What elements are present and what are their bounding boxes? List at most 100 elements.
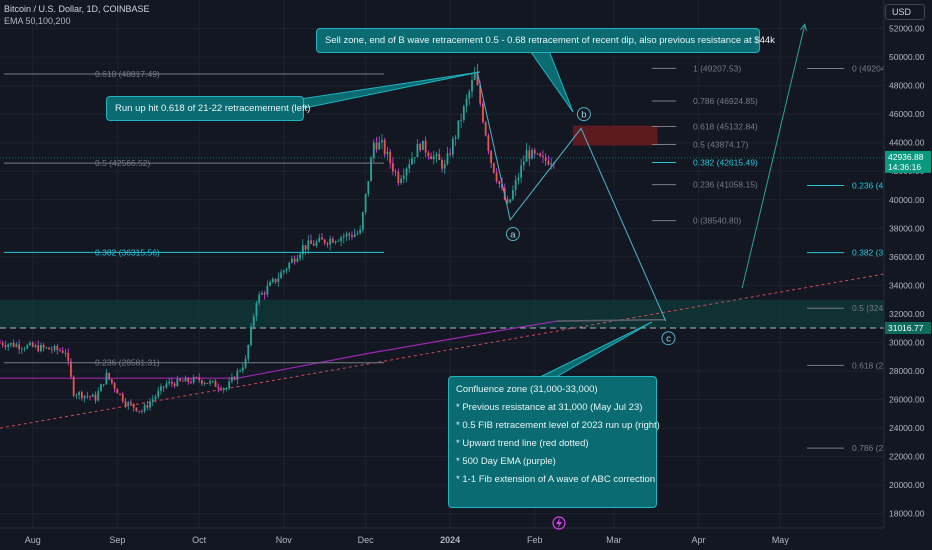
candle-body: [263, 292, 266, 295]
candle-body: [432, 156, 435, 160]
candle-body: [195, 377, 198, 379]
fib-mid-label: 0.5 (43874.17): [693, 139, 748, 149]
time-tick-label: Oct: [192, 535, 207, 545]
candle-body: [119, 393, 121, 395]
candle-body: [465, 98, 468, 107]
candle-body: [353, 234, 356, 237]
countdown-label: 14:36:16: [888, 162, 921, 172]
candle-body: [528, 150, 531, 159]
candle-body: [231, 377, 233, 382]
fib-mid-label: 1 (49207.53): [693, 63, 741, 73]
indicator-legend: EMA 50,100,200: [4, 16, 71, 26]
candle-body: [326, 243, 329, 245]
candle-body: [255, 303, 258, 317]
candle-body: [261, 292, 263, 295]
candle-body: [364, 193, 367, 213]
time-tick-label: Nov: [276, 535, 293, 545]
candle-body: [367, 181, 370, 194]
wave-label-b: b: [581, 110, 586, 121]
price-tick-label: 22000.00: [889, 452, 925, 462]
candle-body: [435, 154, 438, 157]
candle-body: [18, 344, 20, 350]
candle-body: [285, 268, 288, 271]
candle-body: [487, 135, 490, 151]
candle-body: [348, 233, 351, 236]
candle-body: [70, 361, 72, 377]
candle-body: [89, 396, 91, 398]
candle-body: [531, 149, 533, 159]
price-tick-label: 36000.00: [889, 252, 925, 262]
candle-body: [331, 238, 334, 243]
candle-body: [424, 140, 427, 153]
candle-body: [476, 71, 479, 85]
time-tick-label: Sep: [109, 535, 125, 545]
candle-body: [351, 235, 353, 237]
price-tick-label: 38000.00: [889, 223, 925, 233]
candle-body: [282, 270, 285, 273]
candle-body: [233, 377, 236, 380]
candle-body: [361, 212, 364, 230]
candle-body: [236, 370, 239, 380]
candle-body: [252, 316, 255, 327]
candle-body: [321, 237, 323, 240]
candle-body: [501, 183, 503, 188]
support-price-badge: [885, 321, 931, 334]
candle-body: [378, 142, 381, 150]
candle-body: [1, 342, 4, 346]
candle-body: [222, 388, 225, 390]
candle-body: [40, 344, 42, 352]
candle-body: [176, 378, 179, 387]
candle-body: [56, 346, 59, 351]
symbol-title: Bitcoin / U.S. Dollar, 1D, COINBASE: [4, 4, 150, 14]
candle-body: [162, 386, 165, 388]
price-tick-label: 20000.00: [889, 480, 925, 490]
candle-body: [116, 388, 119, 394]
confluence-note-pointer: [539, 321, 653, 378]
candle-body: [94, 394, 97, 401]
price-tick-label: 26000.00: [889, 395, 925, 405]
candle-body: [241, 367, 244, 371]
candle-body: [7, 344, 10, 348]
candle-body: [29, 342, 31, 346]
fib-right-label: 0.236 (4: [852, 181, 883, 191]
candle-body: [75, 395, 78, 397]
candle-body: [138, 410, 141, 412]
candle-body: [416, 144, 419, 158]
candle-body: [550, 163, 553, 165]
candle-body: [457, 120, 460, 138]
candle-body: [356, 233, 359, 235]
candle-body: [42, 344, 45, 348]
price-tick-label: 18000.00: [889, 509, 925, 519]
candle-body: [522, 161, 525, 166]
candle-body: [288, 262, 291, 269]
candle-body: [315, 241, 318, 246]
candle-body: [539, 153, 542, 157]
wave-marker-c: [661, 331, 676, 346]
wave-marker-b: [576, 107, 591, 122]
candle-body: [59, 350, 61, 351]
price-tick-label: 46000.00: [889, 109, 925, 119]
candle-body: [266, 285, 269, 295]
candle-body: [154, 396, 157, 400]
support-price-label: 31016.77: [888, 323, 924, 333]
candle-body: [438, 154, 441, 160]
candle-body: [337, 241, 340, 242]
candle-body: [157, 390, 160, 397]
candle-body: [359, 229, 362, 234]
currency-button[interactable]: USD: [885, 4, 925, 20]
candle-body: [506, 199, 509, 203]
candle-body: [258, 294, 261, 304]
confluence-item: * 500 Day EMA (purple): [456, 456, 556, 467]
confluence-item: * Upward trend line (red dotted): [456, 438, 589, 449]
candle-body: [301, 245, 304, 255]
projection-arrow-head: [800, 23, 807, 32]
candle-body: [209, 381, 211, 384]
run-up-note: Run up hit 0.618 of 21-22 retracemement …: [106, 96, 310, 121]
candle-body: [296, 258, 299, 262]
candle-body: [323, 239, 326, 244]
candle-body: [391, 162, 394, 172]
candle-body: [80, 392, 83, 399]
lightning-icon-bolt: [556, 518, 562, 528]
